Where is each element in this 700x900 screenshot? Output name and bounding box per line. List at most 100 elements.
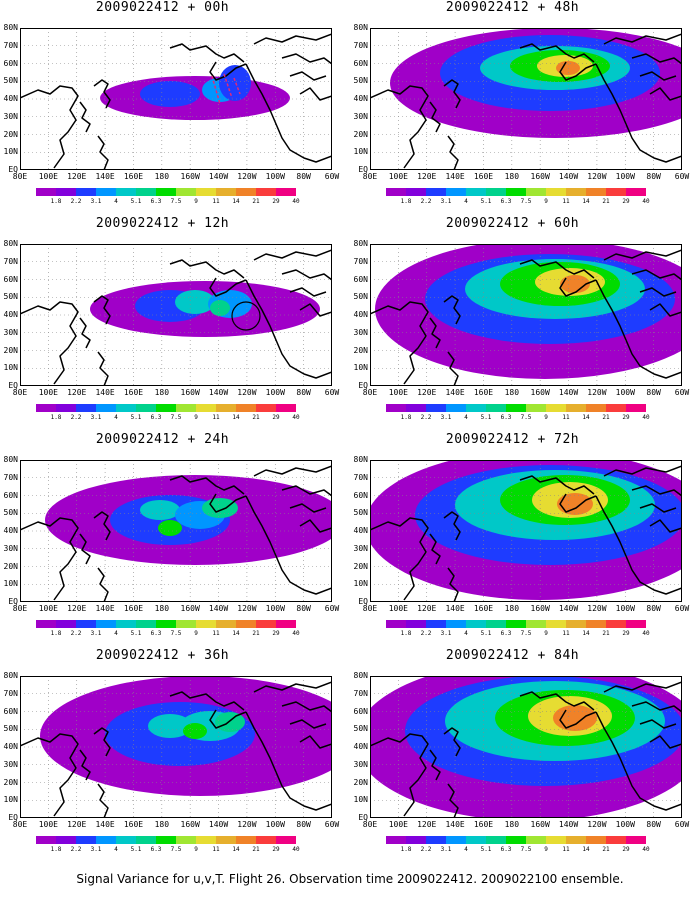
x-tick-label: 140W bbox=[208, 820, 229, 829]
colorbar-swatch bbox=[386, 620, 406, 628]
colorbar-swatch bbox=[586, 620, 606, 628]
x-tick-label: 100W bbox=[265, 604, 285, 613]
coastline bbox=[639, 287, 677, 297]
variance-contour bbox=[140, 500, 180, 520]
x-tick-label: 180 bbox=[154, 604, 170, 613]
x-tick-label: 160E bbox=[473, 604, 494, 613]
panel-title: 2009022412 + 72h bbox=[445, 432, 580, 447]
x-tick-label: 160W bbox=[530, 820, 550, 829]
x-tick-label: 80W bbox=[646, 604, 661, 613]
x-tick-label: 160E bbox=[473, 388, 494, 397]
colorbar-swatch bbox=[276, 836, 296, 844]
y-tick-label: EQ bbox=[358, 381, 368, 390]
colorbar-swatch bbox=[506, 188, 526, 196]
coastline bbox=[649, 519, 682, 533]
colorbar-label: 6.3 bbox=[500, 414, 512, 421]
colorbar-label: 11 bbox=[212, 630, 220, 637]
x-tick-label: 180 bbox=[504, 604, 520, 613]
colorbar-label: 1.8 bbox=[50, 198, 62, 205]
colorbar-swatch bbox=[626, 620, 646, 628]
colorbar-label: 6.3 bbox=[150, 846, 162, 853]
x-tick-label: 60W bbox=[674, 820, 690, 829]
colorbar-labels: 1.8 2.2 3.1 4 5.1 6.3 7.5 9 11 14 21 29 40 bbox=[386, 198, 666, 206]
variance-contour bbox=[210, 300, 230, 316]
colorbar-label: 14 bbox=[582, 846, 590, 853]
x-tick-label: 140W bbox=[208, 172, 229, 181]
colorbar-swatch bbox=[426, 620, 446, 628]
coastline bbox=[20, 85, 79, 169]
y-tick-label: 20N bbox=[3, 129, 18, 139]
x-tick-label: 80W bbox=[646, 388, 661, 397]
y-tick-label: 50N bbox=[3, 724, 18, 734]
colorbar-labels: 1.8 2.2 3.1 4 5.1 6.3 7.5 9 11 14 21 29 40 bbox=[36, 630, 316, 638]
coastline bbox=[595, 711, 682, 811]
colorbar-swatch bbox=[466, 836, 486, 844]
x-tick-label: 140E bbox=[445, 388, 465, 397]
forecast-panel: 2009022412 + 12h 80N 70N 60N 50N 40N 30N 20N 10N… bbox=[0, 216, 340, 421]
colorbar-label: 1.8 bbox=[400, 630, 412, 637]
x-tick-label: 80W bbox=[296, 604, 311, 613]
coastline bbox=[370, 85, 429, 169]
colorbar-label: 11 bbox=[212, 414, 220, 421]
colorbar-label: 5.1 bbox=[130, 198, 142, 205]
colorbar-swatch bbox=[406, 404, 426, 412]
y-tick-label: 70N bbox=[3, 688, 18, 698]
colorbar-label: 11 bbox=[562, 414, 570, 421]
colorbar-swatch bbox=[626, 836, 646, 844]
coastline bbox=[169, 259, 245, 279]
colorbar-label: 2.2 bbox=[70, 198, 82, 205]
coastline bbox=[245, 279, 332, 379]
colorbar-swatch bbox=[76, 188, 96, 196]
colorbar-swatch bbox=[546, 188, 566, 196]
x-tick-label: 120E bbox=[417, 820, 437, 829]
x-tick-label: 120W bbox=[587, 172, 607, 181]
colorbar-swatch bbox=[606, 620, 626, 628]
colorbar-label: 6.3 bbox=[150, 414, 162, 421]
x-tick-label: 160E bbox=[123, 820, 144, 829]
coastline bbox=[299, 519, 332, 533]
x-tick-label: 160E bbox=[123, 172, 144, 181]
coastline bbox=[370, 733, 429, 817]
colorbar-swatch bbox=[176, 620, 196, 628]
y-tick-label: 70N bbox=[353, 40, 368, 50]
colorbar-swatch bbox=[36, 836, 56, 844]
colorbar bbox=[36, 620, 296, 630]
colorbar-label: 29 bbox=[272, 198, 280, 205]
x-tick-label: 140E bbox=[95, 604, 115, 613]
colorbar-label: 3.1 bbox=[440, 846, 452, 853]
colorbar-label: 40 bbox=[292, 846, 300, 853]
x-tick-label: 180 bbox=[154, 820, 170, 829]
colorbar-swatch bbox=[256, 620, 276, 628]
colorbar-label: 9 bbox=[194, 630, 198, 637]
colorbar-label: 21 bbox=[602, 414, 610, 421]
coastline bbox=[79, 317, 91, 349]
colorbar-label: 11 bbox=[562, 630, 570, 637]
coastline bbox=[281, 53, 332, 65]
y-tick-label: 80N bbox=[353, 455, 368, 464]
colorbar-swatch bbox=[426, 836, 446, 844]
x-tick-label: 160W bbox=[530, 172, 550, 181]
colorbar-label: 11 bbox=[212, 198, 220, 205]
colorbar-label: 14 bbox=[232, 846, 240, 853]
x-tick-label: 180 bbox=[154, 388, 170, 397]
panel-title: 2009022412 + 60h bbox=[445, 216, 580, 231]
coastline bbox=[649, 735, 682, 749]
colorbar-swatch bbox=[546, 836, 566, 844]
x-tick-label: 140E bbox=[95, 388, 115, 397]
colorbar-label: 9 bbox=[194, 846, 198, 853]
x-tick-label: 100E bbox=[388, 820, 408, 829]
colorbar bbox=[36, 836, 296, 846]
x-tick-label: 180 bbox=[504, 820, 520, 829]
coastline bbox=[245, 63, 332, 163]
variance-contour bbox=[140, 81, 200, 107]
coastline bbox=[93, 511, 111, 541]
colorbar-label: 11 bbox=[212, 846, 220, 853]
colorbar bbox=[386, 620, 646, 630]
x-tick-label: 140E bbox=[445, 820, 465, 829]
coastline bbox=[447, 783, 459, 818]
colorbar-label: 40 bbox=[642, 846, 650, 853]
colorbar-swatch bbox=[56, 620, 76, 628]
colorbar-label: 7.5 bbox=[170, 198, 182, 205]
map-svg bbox=[20, 676, 332, 818]
y-tick-label: 30N bbox=[353, 543, 368, 553]
